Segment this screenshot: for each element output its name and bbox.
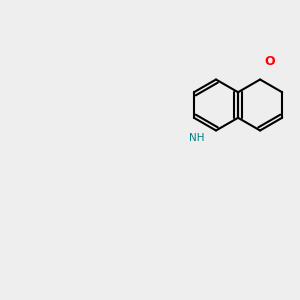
Text: O: O	[265, 55, 275, 68]
Text: text: text	[165, 89, 168, 90]
Text: NH: NH	[189, 133, 204, 143]
